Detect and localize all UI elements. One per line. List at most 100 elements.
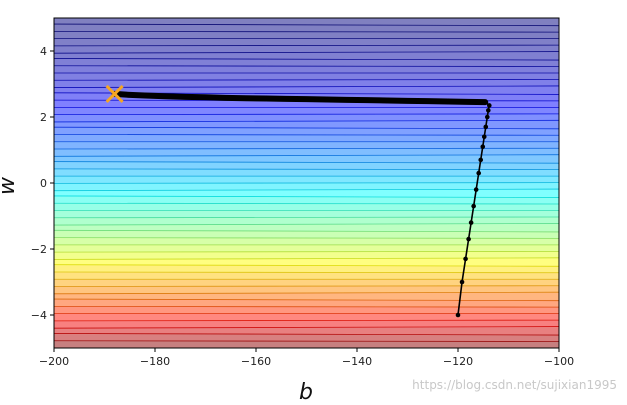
trajectory-point: [284, 96, 289, 102]
x-tick-label: −180: [140, 355, 170, 368]
contour-band: [54, 100, 559, 108]
trajectory-point: [425, 98, 431, 104]
trajectory-point: [127, 92, 133, 98]
contour-line: [54, 257, 559, 260]
contour-line: [54, 44, 559, 47]
y-tick-label: 2: [40, 111, 47, 124]
trajectory-point: [468, 220, 474, 225]
y-tick-label: −2: [31, 243, 47, 256]
contour-line: [54, 237, 559, 239]
trajectory-point: [223, 95, 228, 101]
contour-line: [54, 202, 559, 205]
contour-band: [54, 45, 559, 53]
contour-band: [54, 121, 559, 129]
contour-band: [54, 24, 559, 33]
contour-line-layer: [54, 23, 559, 348]
x-tick-label: −100: [544, 355, 574, 368]
x-tick-label: −120: [443, 355, 473, 368]
contour-band: [54, 66, 559, 74]
contour-band: [54, 86, 559, 95]
contour-band: [54, 52, 559, 60]
watermark-text: https://blog.csdn.net/sujixian1995: [412, 378, 617, 392]
contour-line: [54, 333, 559, 336]
trajectory-point: [481, 134, 487, 140]
contour-band: [54, 203, 559, 212]
trajectory-point: [203, 94, 208, 100]
contour-band: [54, 169, 559, 177]
contour-band: [54, 155, 559, 163]
trajectory-point: [476, 170, 482, 176]
trajectory-point: [466, 236, 471, 242]
contour-band: [54, 59, 559, 67]
trajectory-point: [480, 144, 486, 149]
contour-band: [54, 38, 559, 47]
trajectory-point: [162, 93, 168, 99]
contour-band: [54, 313, 559, 322]
contour-band: [54, 286, 559, 294]
trajectory-point: [455, 312, 461, 318]
contour-band: [54, 299, 559, 308]
trajectory-point: [483, 124, 489, 130]
contour-line: [54, 182, 559, 184]
contour-band: [54, 293, 559, 301]
x-tick-label: −160: [241, 355, 271, 368]
contour-band: [54, 320, 559, 328]
contour-line: [54, 298, 559, 302]
trajectory-point: [463, 256, 468, 262]
contour-line: [54, 229, 559, 233]
contour-line: [54, 223, 559, 226]
trajectory-point: [405, 98, 410, 104]
trajectory-point: [471, 203, 476, 209]
contour-line: [54, 271, 559, 274]
target-layer: [105, 84, 124, 103]
contour-line: [54, 65, 559, 67]
trajectory-point: [445, 99, 451, 104]
contour-line: [54, 250, 559, 253]
contour-line: [54, 326, 559, 329]
contour-line: [54, 119, 559, 123]
trajectory-point: [324, 97, 330, 102]
contour-band: [54, 244, 559, 253]
y-tick-label: −4: [31, 309, 47, 322]
y-axis: −4 −2 0 2 4: [31, 45, 54, 322]
contour-line: [54, 291, 559, 295]
trajectory-point: [487, 103, 492, 108]
contour-band: [54, 341, 559, 348]
trajectory-point: [364, 97, 370, 103]
trajectory-point: [473, 187, 479, 192]
contour-fill-layer: [54, 18, 559, 348]
y-tick-label: 4: [40, 45, 47, 58]
contour-band: [54, 224, 559, 232]
contour-band: [54, 231, 559, 239]
y-axis-label: w: [0, 176, 20, 195]
contour-band: [54, 189, 559, 198]
target-x-marker: [105, 84, 124, 103]
contour-band: [54, 107, 559, 115]
contour-line: [54, 23, 559, 27]
x-tick-label: −200: [39, 355, 69, 368]
contour-line: [54, 79, 559, 81]
trajectory-point: [263, 96, 269, 101]
contour-line: [54, 285, 559, 287]
contour-line: [54, 134, 559, 136]
contour-band: [54, 141, 559, 150]
contour-band: [54, 128, 559, 136]
contour-band: [54, 272, 559, 280]
contour-band: [54, 238, 559, 246]
contour-line: [54, 51, 559, 54]
contour-line: [54, 340, 559, 342]
contour-line: [54, 85, 559, 88]
contour-band: [54, 258, 559, 267]
contour-band: [54, 134, 559, 143]
contour-line: [54, 319, 559, 322]
contour-line: [54, 30, 559, 33]
contour-band: [54, 148, 559, 157]
contour-band: [54, 79, 559, 88]
contour-line: [54, 58, 559, 61]
trajectory-point: [486, 108, 491, 113]
contour-band: [54, 210, 559, 218]
trajectory-point: [183, 94, 188, 100]
contour-line: [54, 216, 559, 219]
trajectory-point: [465, 99, 471, 105]
contour-band: [54, 279, 559, 287]
